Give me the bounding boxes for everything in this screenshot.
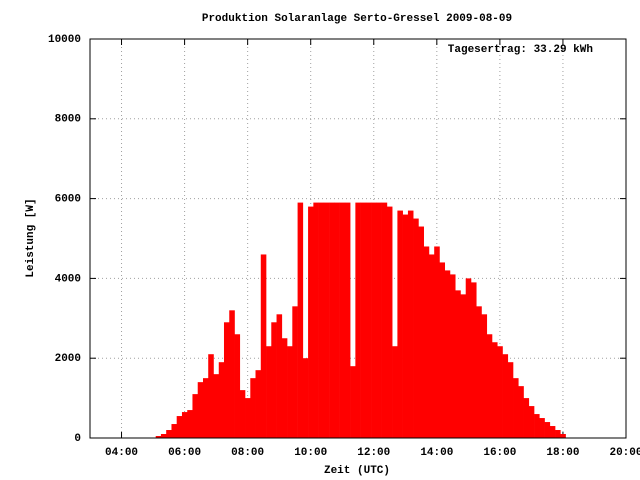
annotation: Tagesertrag: 33.29 kWh [448, 44, 593, 56]
bar [502, 354, 509, 438]
bar [486, 334, 493, 438]
bar [381, 202, 388, 438]
bar [455, 290, 461, 438]
bar [287, 346, 293, 438]
bar [308, 206, 314, 438]
bar [476, 306, 482, 438]
bar [413, 218, 419, 438]
bar [339, 202, 346, 438]
x-tick-label: 14:00 [420, 447, 453, 459]
bar [271, 322, 277, 438]
y-tick-label: 4000 [55, 273, 81, 285]
bar [292, 306, 298, 438]
x-tick-label: 08:00 [231, 447, 264, 459]
bar [439, 262, 446, 438]
bar [171, 424, 178, 438]
bar [213, 374, 220, 438]
bar [187, 410, 193, 438]
bar [371, 202, 377, 438]
bar [197, 382, 204, 438]
bar [350, 366, 356, 438]
bar [176, 416, 183, 438]
bar [465, 278, 472, 438]
bar [160, 434, 167, 438]
bar [407, 210, 414, 438]
bar [523, 398, 530, 438]
x-tick-label: 16:00 [483, 447, 516, 459]
bar [234, 334, 241, 438]
bar [239, 390, 246, 438]
bar [329, 202, 335, 438]
y-tick-label: 10000 [48, 34, 81, 46]
bar [297, 202, 304, 438]
bar [555, 430, 561, 438]
bar [266, 346, 272, 438]
x-tick-label: 06:00 [168, 447, 201, 459]
bar [460, 294, 467, 438]
bar [376, 202, 382, 438]
bar [318, 202, 325, 438]
bar [276, 314, 283, 438]
bar [518, 386, 524, 438]
bar [513, 378, 519, 438]
bar [166, 430, 172, 438]
bar [344, 202, 351, 438]
bar [260, 254, 267, 438]
x-tick-label: 12:00 [357, 447, 390, 459]
y-tick-label: 0 [74, 433, 81, 445]
bar [155, 436, 162, 438]
bar [544, 422, 551, 438]
bar [444, 270, 451, 438]
bar [560, 434, 566, 438]
bar [392, 346, 398, 438]
bar [539, 418, 545, 438]
bar [418, 226, 424, 438]
bar [402, 214, 409, 438]
bar [360, 202, 367, 438]
bar [250, 378, 256, 438]
x-axis-label: Zeit (UTC) [324, 465, 390, 477]
bar [302, 358, 309, 438]
x-tick-label: 10:00 [294, 447, 327, 459]
bar [507, 362, 514, 438]
plot-frame [89, 38, 627, 439]
bar [528, 406, 535, 438]
x-tick-label: 04:00 [105, 447, 138, 459]
bar [365, 202, 372, 438]
bar [218, 362, 225, 438]
bar [334, 202, 340, 438]
bar [281, 338, 288, 438]
bar [481, 314, 488, 438]
bar [434, 246, 440, 438]
bar [313, 202, 319, 438]
bar [181, 412, 188, 438]
bar [192, 394, 199, 438]
x-tick-label: 20:00 [609, 447, 640, 459]
bar [471, 282, 477, 438]
bar [203, 378, 209, 438]
bar [208, 354, 214, 438]
bar [355, 202, 361, 438]
bar [386, 206, 393, 438]
bar [497, 346, 503, 438]
bar [255, 370, 262, 438]
chart-title: Produktion Solaranlage Serto-Gressel 200… [202, 13, 512, 25]
y-tick-label: 6000 [55, 194, 81, 206]
x-tick-label: 18:00 [546, 447, 579, 459]
bar [549, 426, 556, 438]
y-tick-label: 8000 [55, 114, 81, 126]
bar [323, 202, 330, 438]
bar [229, 310, 235, 438]
bar [223, 322, 230, 438]
bar [534, 414, 540, 438]
bar [491, 342, 498, 438]
bar [245, 398, 251, 438]
bar [397, 210, 403, 438]
bar [449, 274, 456, 438]
y-axis-label: Leistung [W] [25, 198, 37, 277]
bar [428, 254, 435, 438]
bar [423, 246, 430, 438]
y-tick-label: 2000 [55, 353, 81, 365]
